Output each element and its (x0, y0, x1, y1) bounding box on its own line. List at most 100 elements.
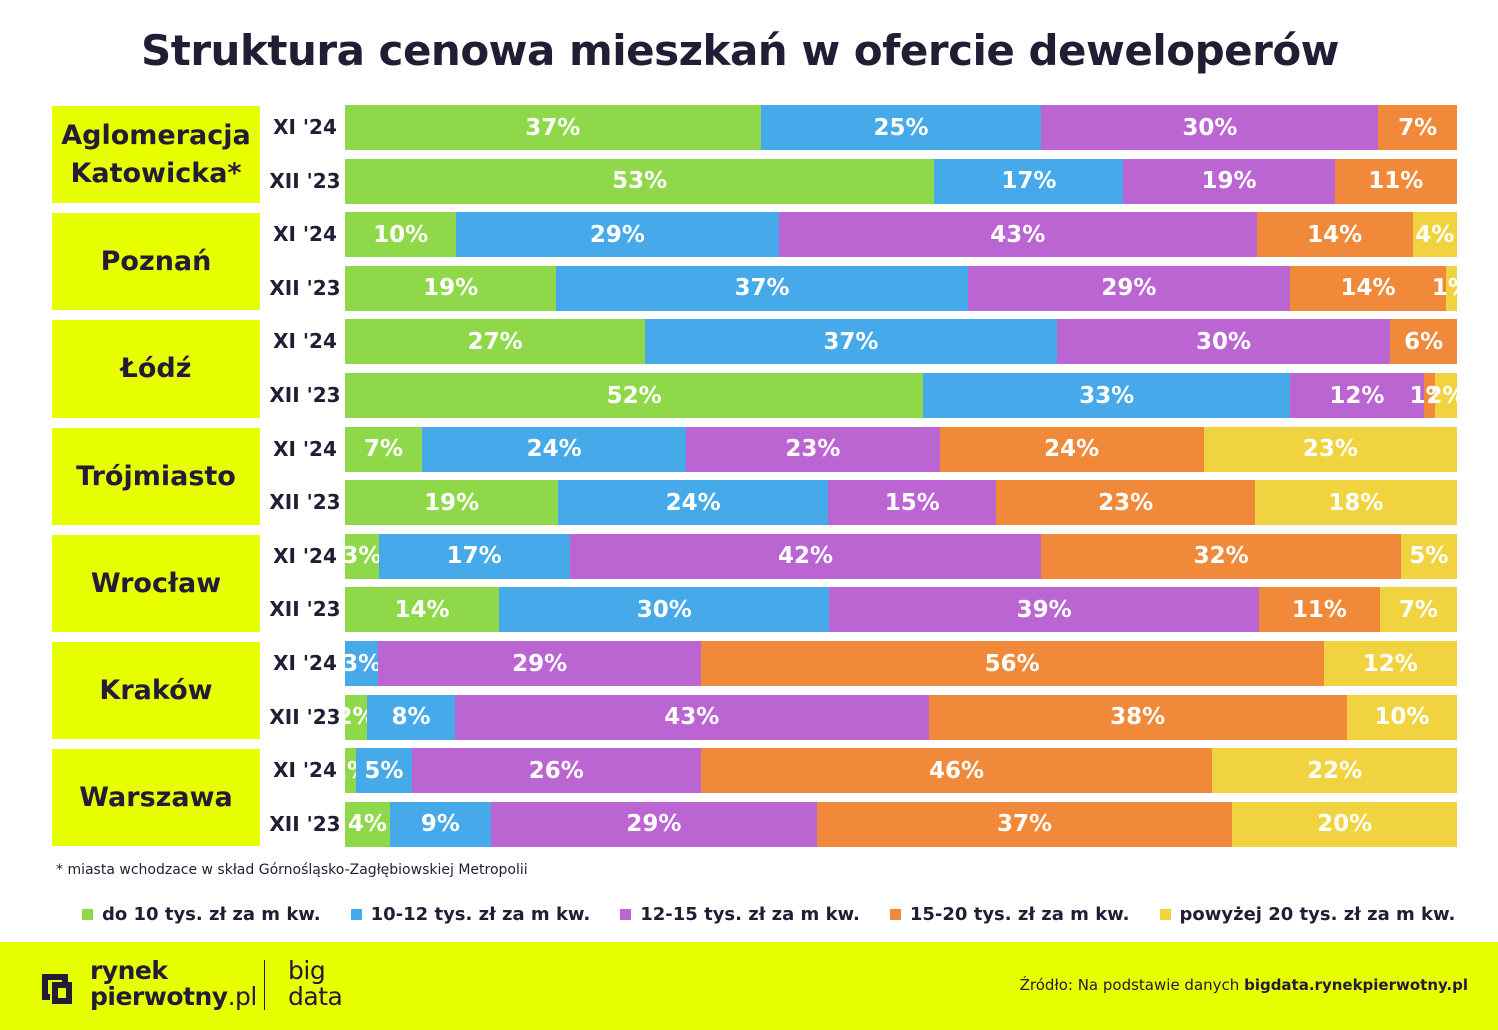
bar-segment: 5% (356, 748, 412, 794)
data-label: 15% (884, 489, 940, 516)
legend-item: 12-15 tys. zł za m kw. (620, 904, 860, 925)
data-label: 5% (1409, 543, 1449, 570)
data-label: 43% (990, 221, 1046, 248)
bar-segment: 6% (1390, 319, 1457, 365)
data-label: 17% (446, 543, 502, 570)
bar-segment: 39% (829, 587, 1259, 633)
bar-segment: 29% (456, 212, 779, 258)
bar-segment: 17% (934, 158, 1124, 204)
legend-swatch (1159, 908, 1171, 920)
data-label: 19% (423, 275, 479, 302)
bar-segment: 37% (816, 801, 1233, 847)
bar-segment: 4% (345, 801, 390, 847)
period-label: XI '24 (273, 758, 337, 783)
city-label: Warszawa (52, 749, 260, 847)
legend-label: 15-20 tys. zł za m kw. (909, 903, 1130, 925)
period-label: XI '24 (273, 115, 337, 139)
data-label: 24% (526, 436, 582, 463)
bar-segment: 14% (345, 587, 500, 633)
bar-segment: 7% (345, 426, 423, 472)
period-label: XI '24 (273, 222, 337, 247)
bar-segment: 9% (389, 801, 491, 847)
logo-rynekpierwotny: rynek pierwotny.pl (90, 958, 257, 1010)
bar-segment: 19% (345, 480, 559, 526)
chart-title: Struktura cenowa mieszkań w ofercie dewe… (141, 26, 1339, 75)
bar-segment: 2% (1426, 373, 1465, 418)
source-note: Źródło: Na podstawie danych bigdata.ryne… (1020, 976, 1468, 994)
data-label: 1% (1431, 275, 1471, 302)
bar-segment: 37% (345, 105, 761, 150)
data-label: 30% (1182, 114, 1238, 141)
data-label: 23% (1302, 436, 1358, 463)
city-label: Aglomeracja Katowicka* (52, 106, 260, 204)
data-label: 4% (1415, 221, 1455, 248)
legend-swatch (82, 908, 93, 920)
bar-segment: 11% (1334, 158, 1457, 204)
data-label: 14% (1340, 275, 1396, 302)
data-label: 22% (1307, 757, 1363, 784)
data-label: 7% (364, 436, 404, 463)
data-label: 2% (1426, 382, 1466, 409)
data-label: 24% (1044, 436, 1100, 463)
period-label: XII '23 (269, 597, 341, 622)
logo-line1: rynek (90, 956, 168, 985)
data-label: 39% (1016, 596, 1072, 623)
bar-segment: 1% (1432, 265, 1471, 311)
data-label: 19% (1201, 168, 1257, 195)
data-label: 43% (664, 704, 720, 731)
data-label: 29% (589, 221, 645, 248)
bar-segment: 14% (1256, 212, 1413, 258)
data-label: 26% (528, 757, 584, 784)
footnote: * miasta wchodzace w skład Górnośląsko-Z… (56, 862, 528, 878)
bar-segment: 23% (996, 480, 1255, 526)
bar-segment: 10% (345, 212, 457, 258)
bar-segment: 5% (1400, 533, 1457, 579)
bar-segment: 26% (411, 748, 701, 794)
bar-segment: 24% (939, 426, 1204, 472)
data-label: 30% (1195, 328, 1251, 355)
city-label: Kraków (52, 642, 260, 740)
bar-segment: 4% (1412, 212, 1457, 258)
data-label: 7% (1398, 596, 1438, 623)
bar-segment: 11% (1258, 587, 1380, 633)
bar-segment: 53% (345, 158, 935, 204)
logo-big: big (288, 956, 326, 985)
source-link[interactable]: bigdata.rynekpierwotny.pl (1244, 976, 1468, 994)
logo-icon (42, 974, 72, 1004)
period-label: XII '23 (269, 490, 341, 515)
bar-segment: 56% (700, 641, 1324, 686)
legend-label: 12-15 tys. zł za m kw. (640, 903, 860, 925)
period-label: XI '24 (273, 329, 337, 354)
bar-segment: 19% (1123, 158, 1335, 204)
data-label: 30% (636, 596, 692, 623)
data-label: 25% (873, 114, 929, 141)
period-label: XII '23 (269, 383, 341, 407)
bar-segment: 7% (1379, 587, 1457, 633)
data-label: 3% (342, 543, 382, 570)
period-label: XII '23 (269, 811, 341, 836)
data-label: 18% (1328, 489, 1384, 516)
data-label: 38% (1110, 704, 1166, 731)
bar-segment: 17% (378, 533, 570, 579)
bar-segment: 29% (378, 641, 701, 686)
bar-segment: 30% (1041, 105, 1379, 150)
data-label: 42% (777, 543, 834, 570)
bar-segment: 23% (1203, 426, 1457, 472)
logo-line2a: pierwotny (90, 982, 228, 1011)
data-label: 7% (1398, 114, 1438, 141)
bar-segment: 38% (928, 694, 1347, 740)
data-label: 29% (512, 650, 568, 677)
bar-segment: 1% (331, 748, 370, 794)
data-label: 53% (612, 168, 668, 195)
bar-segment: 10% (1346, 694, 1457, 740)
data-label: 56% (984, 650, 1040, 677)
bar-segment: 14% (1290, 265, 1446, 311)
bar-segment: 3% (342, 641, 381, 686)
data-label: 29% (626, 811, 682, 838)
data-label: 23% (1098, 489, 1154, 516)
bar-segment: 33% (923, 373, 1291, 418)
data-label: 52% (606, 382, 662, 409)
data-label: 4% (347, 811, 387, 838)
period-label: XI '24 (273, 651, 337, 675)
data-label: 27% (467, 328, 523, 355)
